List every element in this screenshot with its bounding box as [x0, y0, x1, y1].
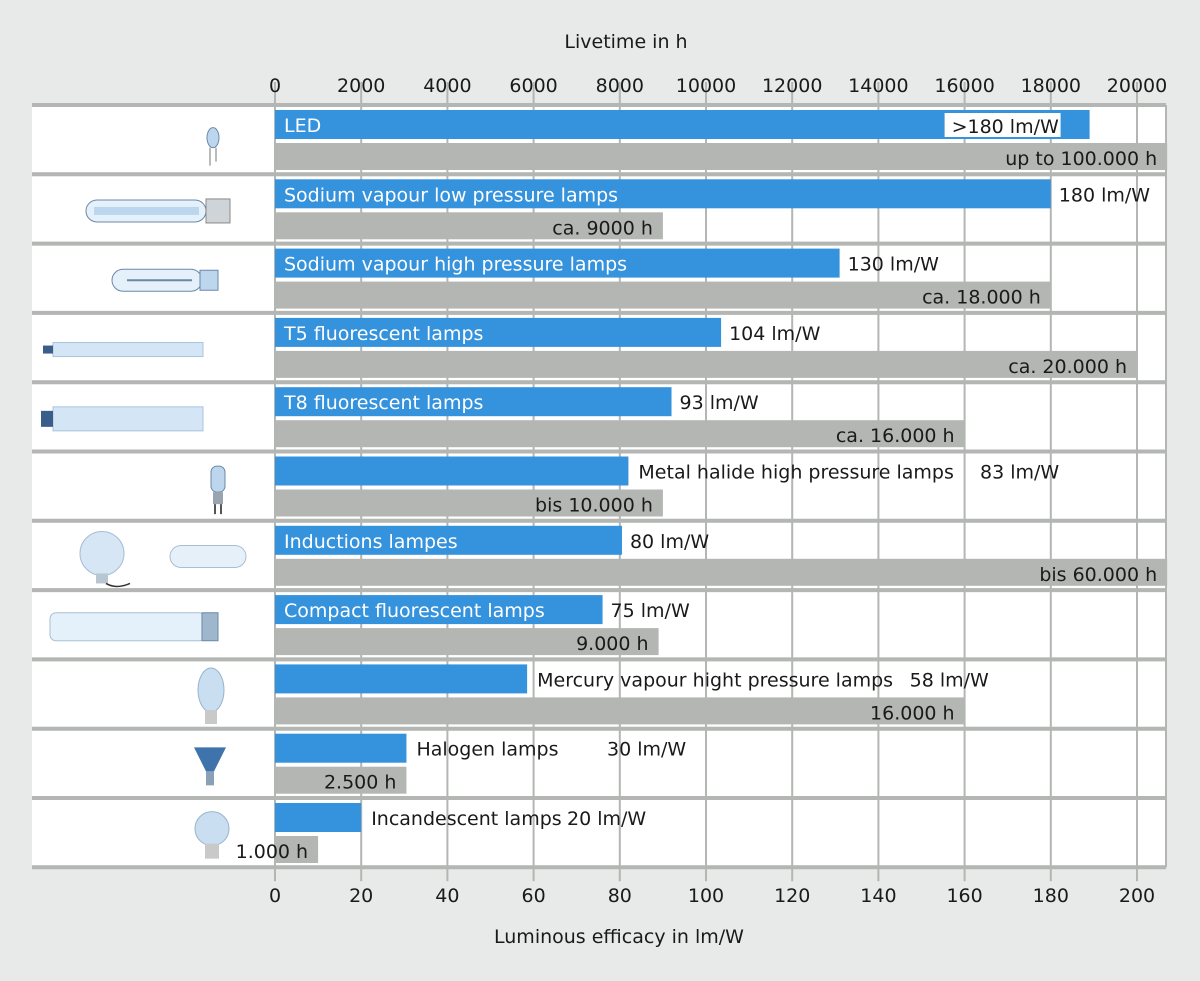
- lifetime-bar: [275, 281, 1051, 309]
- sodium-high-pressure-lamp-icon: [111, 268, 219, 292]
- lifetime-value-label: 1.000 h: [236, 841, 308, 863]
- bar-category-label: Incandescent lamps: [371, 808, 561, 830]
- bar-category-label: T8 fluorescent lamps: [283, 392, 483, 414]
- incandescent-bulb-icon: [194, 811, 230, 859]
- lifetime-bar: [275, 489, 663, 517]
- bottom-tick-label: 0: [269, 885, 281, 907]
- efficacy-label-box: [944, 113, 1061, 137]
- top-axis-title: Livetime in h: [564, 31, 688, 53]
- lifetime-bar: [275, 212, 663, 240]
- bottom-tick-label: 40: [435, 885, 459, 907]
- efficacy-value-label: 30 lm/W: [607, 739, 686, 761]
- efficacy-bar: [275, 179, 1051, 209]
- efficacy-bar: [275, 387, 672, 417]
- sodium-low-pressure-lamp-icon: [85, 198, 231, 224]
- efficacy-value-label: 180 lm/W: [1059, 184, 1150, 206]
- efficacy-value-label: 83 lm/W: [980, 462, 1059, 484]
- bottom-tick-label: 80: [608, 885, 632, 907]
- efficacy-bar: [275, 525, 622, 555]
- efficacy-bar: [275, 317, 722, 347]
- top-tick-label: 12000: [762, 75, 822, 97]
- halogen-lamp-icon: [194, 747, 226, 786]
- bar-category-label: Sodium vapour low pressure lamps: [284, 184, 618, 206]
- bar-category-label: Halogen lamps: [416, 739, 558, 761]
- efficacy-value-label: >180 lm/W: [952, 116, 1059, 138]
- bottom-tick-label: 160: [946, 885, 982, 907]
- efficacy-value-label: 20 lm/W: [567, 808, 646, 830]
- induction-lamp-icon: [79, 530, 247, 588]
- bottom-tick-label: 60: [522, 885, 546, 907]
- bar-category-label: Mercury vapour hight pressure lamps: [537, 669, 893, 691]
- top-tick-label: 10000: [676, 75, 736, 97]
- bar-category-label: LED: [284, 115, 321, 137]
- efficacy-bar: [275, 664, 528, 694]
- lifetime-bar: [275, 766, 407, 794]
- bottom-tick-label: 100: [688, 885, 724, 907]
- lifetime-bar: [275, 628, 659, 656]
- top-tick-label: 18000: [1021, 75, 1081, 97]
- bottom-tick-label: 140: [860, 885, 896, 907]
- bottom-axis-title: Luminous efficacy in lm/W: [494, 926, 744, 948]
- lifetime-bar: [275, 558, 1168, 586]
- bottom-tick-label: 20: [349, 885, 373, 907]
- lifetime-value-label: up to 100.000 h: [1005, 148, 1157, 170]
- mercury-vapour-lamp-icon: [197, 667, 225, 725]
- lifetime-value-label: bis 10.000 h: [535, 495, 653, 517]
- top-tick-label: 16000: [934, 75, 994, 97]
- bottom-tick-label: 200: [1119, 885, 1155, 907]
- lifetime-bar: [275, 836, 319, 863]
- efficacy-value-label: 75 lm/W: [611, 600, 690, 622]
- efficacy-value-label: 104 lm/W: [729, 323, 820, 345]
- bottom-tick-label: 180: [1033, 885, 1069, 907]
- lifetime-value-label: ca. 16.000 h: [836, 425, 955, 447]
- t5-tube-icon: [43, 342, 204, 358]
- efficacy-value-label: 93 lm/W: [680, 392, 759, 414]
- efficacy-bar: [275, 456, 629, 486]
- efficacy-value-label: 130 lm/W: [848, 254, 939, 276]
- bar-category-label: Inductions lampes: [284, 531, 458, 553]
- efficacy-value-label: 80 lm/W: [630, 531, 709, 553]
- efficacy-bar: [275, 595, 603, 625]
- top-tick-label: 2000: [337, 75, 385, 97]
- lifetime-value-label: 9.000 h: [576, 633, 648, 655]
- efficacy-bar: [275, 733, 407, 763]
- lifetime-bar: [275, 350, 1137, 378]
- bottom-tick-label: 120: [774, 885, 810, 907]
- top-tick-label: 0: [269, 75, 281, 97]
- top-tick-label: 20000: [1107, 75, 1167, 97]
- efficacy-bar: [275, 803, 362, 832]
- bar-category-label: T5 fluorescent lamps: [283, 323, 483, 345]
- compact-fluorescent-lamp-icon: [49, 612, 219, 642]
- t8-tube-icon: [41, 406, 204, 432]
- bar-category-label: Sodium vapour high pressure lamps: [284, 254, 627, 276]
- lifetime-value-label: 2.500 h: [324, 772, 396, 794]
- metal-halide-lamp-icon: [210, 465, 226, 515]
- lifetime-value-label: ca. 20.000 h: [1008, 356, 1127, 378]
- lifetime-bar: [275, 697, 965, 725]
- lifetime-bar: [275, 420, 965, 448]
- efficacy-bar: [275, 248, 840, 278]
- bar-category-label: Metal halide high pressure lamps: [638, 462, 954, 484]
- top-tick-label: 4000: [423, 75, 471, 97]
- lifetime-bar: [275, 143, 1168, 170]
- lifetime-value-label: ca. 18.000 h: [922, 287, 1041, 309]
- top-tick-label: 14000: [848, 75, 908, 97]
- top-tick-label: 8000: [596, 75, 644, 97]
- lifetime-value-label: 16.000 h: [870, 702, 955, 724]
- top-tick-label: 6000: [509, 75, 557, 97]
- efficacy-value-label: 58 lm/W: [910, 669, 989, 691]
- lifetime-value-label: bis 60.000 h: [1039, 564, 1157, 586]
- led-icon: [206, 127, 220, 166]
- lifetime-value-label: ca. 9000 h: [552, 217, 653, 239]
- chart-row-background: [32, 730, 1166, 796]
- bar-category-label: Compact fluorescent lamps: [284, 600, 545, 622]
